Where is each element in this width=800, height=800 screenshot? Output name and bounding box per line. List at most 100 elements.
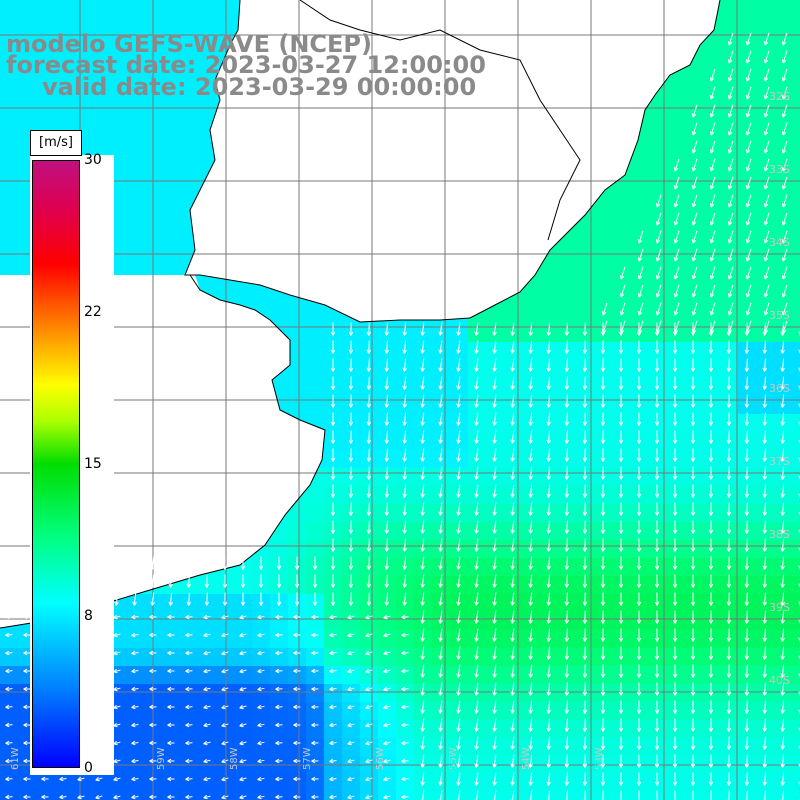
wind-arrow [636,394,642,408]
wind-arrow [582,556,588,570]
wind-arrow [294,592,300,606]
wind-arrow [618,610,624,624]
wind-speed-cell [0,18,19,37]
wind-arrow [564,718,570,732]
wind-arrow [113,704,121,710]
wind-arrow [348,484,354,498]
wind-speed-cell [378,360,397,379]
wind-speed-cell [162,234,181,253]
wind-arrow [239,704,247,710]
wind-speed-cell [792,630,800,649]
wind-arrow [330,430,336,444]
wind-speed-cell [360,648,379,667]
wind-speed-cell [792,576,800,595]
wind-arrow [5,722,13,728]
wind-arrow [474,790,479,800]
wind-arrow [744,322,750,336]
wind-arrow [709,158,716,172]
wind-arrow [762,772,768,786]
wind-arrow [330,538,336,552]
wind-arrow [781,176,788,190]
wind-arrow [167,614,175,620]
wind-arrow [132,592,137,606]
wind-speed-cell [54,774,73,793]
wind-speed-cell [216,612,235,631]
wind-speed-cell [324,684,343,703]
wind-arrow [618,394,624,408]
wind-speed-cell [792,504,800,523]
wind-arrow [366,592,372,606]
wind-arrow [293,614,301,620]
wind-arrow [149,758,157,764]
wind-arrow [474,682,479,696]
wind-arrow [221,650,229,656]
wind-arrow [420,412,425,426]
wind-speed-cell [558,486,577,505]
wind-arrow [150,592,155,606]
wind-speed-cell [378,774,397,793]
wind-arrow [510,700,515,714]
wind-arrow [727,248,734,262]
wind-speed-cell [126,792,145,800]
wind-speed-cell [792,234,800,253]
wind-arrow [655,790,660,800]
wind-arrow [330,448,336,462]
wind-arrow [727,302,734,316]
wind-speed-cell [756,342,775,361]
wind-arrow [708,376,714,390]
wind-speed-cell [198,144,217,163]
wind-arrow [456,772,461,786]
wind-arrow [113,686,121,692]
wind-arrow [510,520,515,534]
wind-arrow [348,502,354,516]
wind-arrow [420,610,425,624]
wind-arrow [474,376,479,390]
wind-arrow [420,448,425,462]
wind-arrow [293,632,301,638]
wind-speed-cell [396,666,415,685]
wind-arrow [655,212,662,226]
wind-arrow [726,484,732,498]
wind-arrow [600,448,606,462]
wind-arrow [420,700,425,714]
wind-speed-cell [558,684,577,703]
wind-speed-cell [558,504,577,523]
wind-speed-cell [54,36,73,55]
wind-arrow [239,794,247,800]
wind-speed-cell [324,738,343,757]
wind-arrow [438,700,443,714]
wind-speed-cell [270,648,289,667]
wind-arrow [600,466,606,480]
wind-arrow [492,376,497,390]
wind-arrow [131,722,139,728]
wind-speed-cell [558,558,577,577]
wind-speed-cell [306,738,325,757]
wind-arrow [745,302,752,316]
wind-arrow [745,68,752,82]
wind-arrow [672,394,678,408]
wind-arrow [5,650,13,656]
wind-arrow [546,664,551,678]
wind-arrow [185,704,193,710]
wind-arrow [5,614,13,620]
wind-speed-cell [306,360,325,379]
wind-arrow [708,430,714,444]
wind-arrow [637,248,644,262]
wind-arrow [780,574,785,588]
wind-arrow [438,556,443,570]
wind-speed-cell [720,0,739,19]
wind-arrow [456,646,461,660]
wind-arrow [347,614,355,620]
wind-speed-cell [198,684,217,703]
wind-arrow [384,358,390,372]
wind-arrow [780,520,785,534]
wind-arrow [528,592,533,606]
wind-speed-cell [126,216,145,235]
wind-arrow [275,704,283,710]
wind-speed-cell [18,72,37,91]
wind-arrow [528,718,533,732]
wind-speed-cell [756,558,775,577]
wind-arrow [95,794,103,800]
wind-arrow [456,718,461,732]
